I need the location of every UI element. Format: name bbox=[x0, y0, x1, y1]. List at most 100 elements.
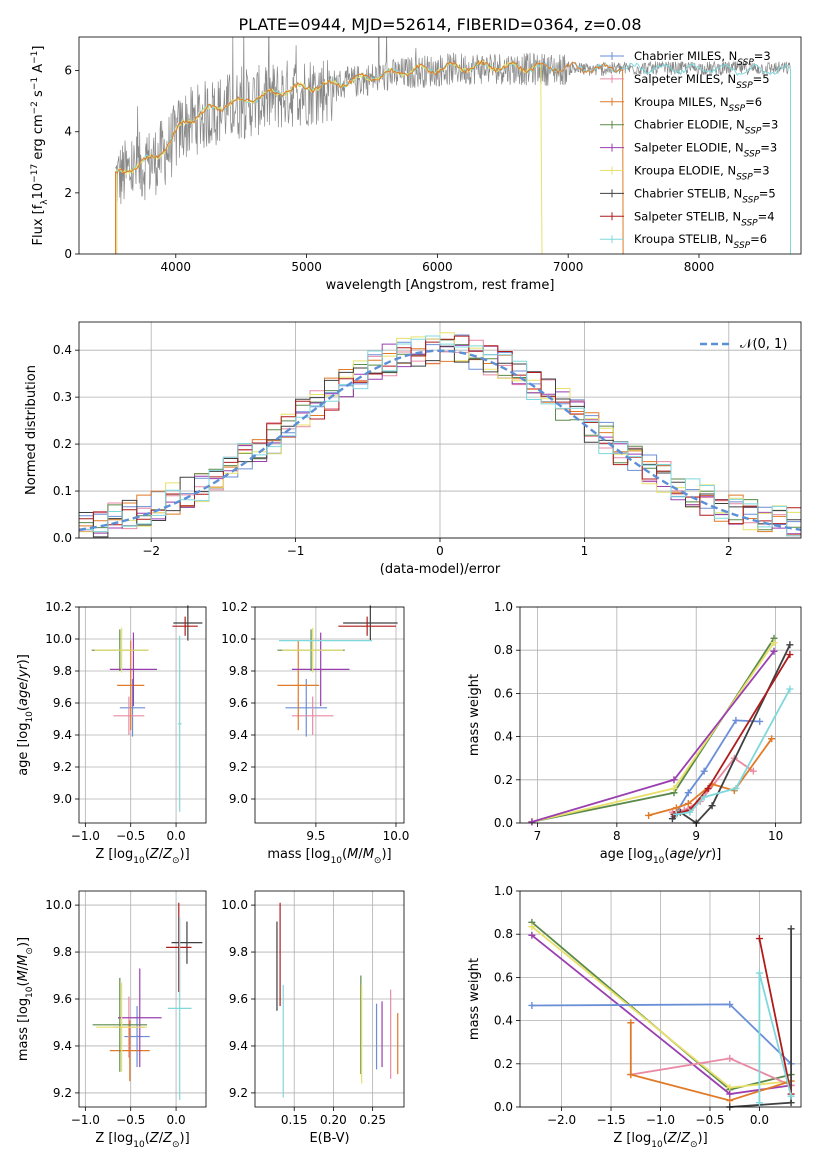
y-tick-label: 0.6 bbox=[494, 686, 513, 700]
data-point-marker bbox=[726, 1097, 734, 1105]
data-point-marker bbox=[726, 1090, 734, 1098]
y-tick-label: 9.8 bbox=[229, 945, 248, 959]
errorbar-point bbox=[117, 640, 145, 731]
x-tick-label: 7 bbox=[534, 829, 542, 843]
x-tick-label: 7000 bbox=[553, 260, 584, 274]
data-point-marker bbox=[786, 641, 794, 649]
y-tick-label: 6 bbox=[64, 64, 72, 78]
data-point-marker bbox=[670, 784, 678, 792]
x-tick-label: 0 bbox=[436, 544, 444, 558]
axes-frame bbox=[254, 606, 405, 824]
y-tick-label: 9.6 bbox=[53, 992, 72, 1006]
data-point-marker bbox=[755, 935, 763, 943]
residuals-panel: −2 −1 0 1 2 0.0 0.1 0.2 0.3 0.4 (data-model)/error… bbox=[24, 321, 802, 577]
data-point-marker bbox=[627, 1071, 635, 1079]
y-tick-label: 0.2 bbox=[494, 1057, 513, 1071]
x-axis-label: Z [log10(Z/Z⊙)] bbox=[613, 1131, 707, 1150]
data-point-marker bbox=[786, 651, 794, 659]
series-group bbox=[726, 925, 795, 1111]
x-tick-label: 2 bbox=[725, 544, 733, 558]
data-point-marker bbox=[726, 1084, 734, 1092]
y-tick-label: 10.0 bbox=[45, 632, 72, 646]
data-point-marker bbox=[528, 818, 536, 826]
data-point-marker bbox=[732, 784, 740, 792]
errorbar-point bbox=[171, 921, 203, 964]
data-point-marker bbox=[700, 793, 708, 801]
axes-frame bbox=[78, 890, 207, 1108]
errorbar-point bbox=[291, 632, 350, 707]
age-weight-panel: 7 8 9 10 0.0 0.2 0.4 0.6 0.8 1.0 age [log10(age/yr… bbox=[467, 600, 802, 866]
errorbar-point bbox=[113, 696, 145, 735]
errorbar-point bbox=[109, 632, 158, 707]
y-tick-label: 1.0 bbox=[494, 884, 513, 898]
series-group bbox=[645, 735, 776, 819]
y-tick-label: 0.2 bbox=[53, 437, 72, 451]
y-tick-label: 0.8 bbox=[494, 927, 513, 941]
y-axis-label: mass weight bbox=[467, 958, 482, 1040]
errorbar-point bbox=[338, 616, 396, 636]
y-tick-label: 9.4 bbox=[229, 1039, 248, 1053]
y-tick-label: 10.2 bbox=[45, 600, 72, 614]
x-tick-label: −2 bbox=[142, 544, 160, 558]
x-tick-label: −1.0 bbox=[71, 1113, 100, 1127]
x-axis-label: age [log10(age/yr)] bbox=[600, 847, 722, 866]
x-tick-label: 0.0 bbox=[750, 1113, 769, 1127]
z-age-panel: −1.0 −0.5 0.0 9.0 9.2 9.4 9.6 9.8 10.0 10.2 Z [log… bbox=[16, 600, 207, 866]
spectrum-panel: 4000 5000 6000 7000 8000 0 2 4 6 wavelength [Angs… bbox=[30, 36, 802, 293]
errorbar-point bbox=[94, 627, 149, 673]
z-age-plot-area bbox=[91, 605, 203, 812]
axes-frame bbox=[519, 890, 802, 1108]
y-axis-label: mass [log10(M/M⊙)] bbox=[16, 937, 35, 1061]
data-point-marker bbox=[704, 784, 712, 792]
errorbar-point bbox=[96, 982, 148, 1072]
y-tick-label: 9.4 bbox=[53, 728, 72, 742]
x-tick-label: 4000 bbox=[161, 260, 192, 274]
x-tick-label: 9 bbox=[692, 829, 700, 843]
y-tick-label: 0.0 bbox=[53, 531, 72, 545]
y-tick-label: 9.2 bbox=[229, 1086, 248, 1100]
x-tick-label: −1.0 bbox=[71, 829, 100, 843]
legend-label: Salpeter MILES, NSSP=5 bbox=[634, 72, 770, 91]
data-point-marker bbox=[756, 717, 764, 725]
data-point-marker bbox=[686, 808, 694, 816]
x-tick-label: 6000 bbox=[422, 260, 453, 274]
data-point-marker bbox=[787, 1099, 795, 1107]
data-point-marker bbox=[755, 969, 763, 977]
errorbar-point bbox=[109, 1020, 150, 1082]
y-tick-label: 9.4 bbox=[229, 728, 248, 742]
data-point-marker bbox=[684, 789, 692, 797]
x-tick-label: 8000 bbox=[684, 260, 715, 274]
y-tick-label: 0.0 bbox=[494, 1100, 513, 1114]
series-line bbox=[648, 738, 773, 817]
errorbar-point bbox=[119, 679, 146, 737]
axes-frame bbox=[78, 606, 207, 824]
series-group bbox=[528, 647, 778, 826]
errorbar-point bbox=[277, 640, 320, 731]
data-point-marker bbox=[528, 1001, 536, 1009]
y-tick-label: 9.8 bbox=[229, 664, 248, 678]
x-tick-label: 0.20 bbox=[320, 1113, 347, 1127]
y-tick-label: 9.4 bbox=[53, 1039, 72, 1053]
x-tick-label: 0.15 bbox=[281, 1113, 308, 1127]
y-tick-label: 9.2 bbox=[53, 1086, 72, 1100]
residuals-plot-area bbox=[79, 332, 801, 538]
y-tick-label: 0.8 bbox=[494, 643, 513, 657]
legend-label: Chabrier MILES, NSSP=3 bbox=[634, 49, 771, 68]
y-tick-label: 9.6 bbox=[229, 992, 248, 1006]
legend-label: Kroupa MILES, NSSP=6 bbox=[634, 95, 762, 114]
data-point-marker bbox=[755, 1099, 763, 1107]
data-point-marker bbox=[708, 802, 716, 810]
y-tick-label: 0.0 bbox=[494, 816, 513, 830]
x-tick-label: −2.0 bbox=[547, 1113, 576, 1127]
y-tick-label: 9.2 bbox=[229, 760, 248, 774]
axes-frame bbox=[78, 36, 802, 255]
axes-frame bbox=[519, 606, 802, 824]
x-tick-label: −1.5 bbox=[596, 1113, 625, 1127]
data-point-marker bbox=[768, 735, 776, 743]
x-axis-label: (data-model)/error bbox=[380, 562, 501, 577]
errorbar-point bbox=[92, 977, 148, 1072]
data-point-marker bbox=[786, 685, 794, 693]
y-tick-label: 0.4 bbox=[53, 343, 72, 357]
y-axis-label: Normed distribution bbox=[24, 365, 39, 495]
